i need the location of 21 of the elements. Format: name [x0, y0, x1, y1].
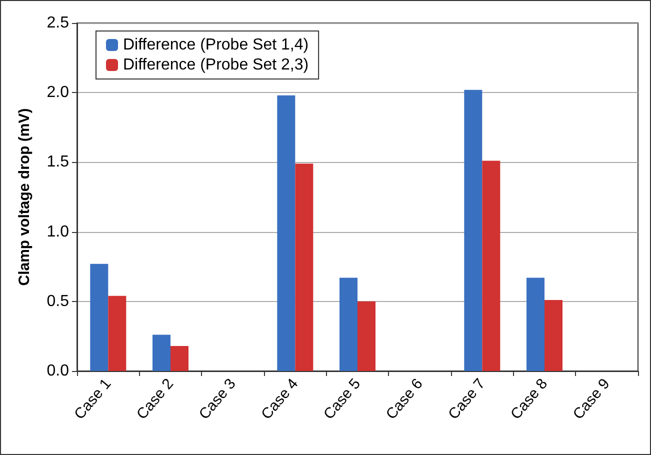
y-tick-label: 1.5: [46, 154, 70, 171]
bar: [544, 300, 562, 371]
bar: [170, 346, 188, 371]
y-tick-label: 0.0: [46, 362, 70, 380]
y-tick-label: 2.0: [46, 84, 70, 102]
bar: [358, 301, 376, 371]
y-tick-label: 1.0: [46, 223, 70, 240]
y-tick-label: 0.5: [46, 292, 70, 310]
bar: [295, 164, 314, 371]
bar: [152, 334, 170, 371]
bar: [277, 95, 296, 371]
legend-label: Difference (Probe Set 2,3): [123, 56, 309, 74]
bar: [108, 296, 126, 371]
bar: [482, 160, 500, 371]
legend-label: Difference (Probe Set 1,4): [123, 36, 309, 54]
bar: [340, 278, 358, 371]
y-tick-label: 2.5: [46, 14, 70, 32]
bar: [464, 90, 482, 371]
bar: [90, 264, 108, 371]
bar: [526, 278, 544, 371]
y-axis-title: Clamp voltage drop (mV): [16, 108, 33, 286]
